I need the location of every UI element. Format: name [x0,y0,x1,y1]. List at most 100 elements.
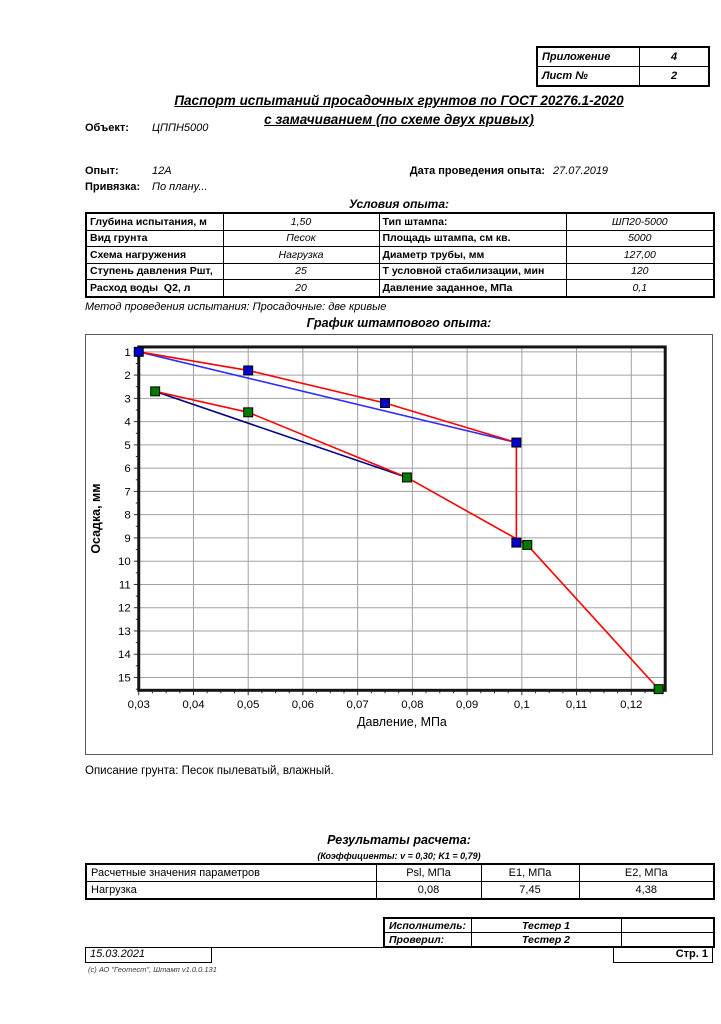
condition-label-cell: Глубина испытания, м [85,212,224,231]
svg-text:0,07: 0,07 [347,699,369,711]
object-value: ЦППН5000 [152,122,209,134]
svg-text:0,12: 0,12 [620,699,642,711]
appendix-table-body: Приложение 4 Лист № 2 [536,46,710,87]
chart-heading: График штампового опыта: [306,316,492,330]
experiment-value: 12А [152,165,172,177]
results-header-cell: E1, МПа [480,863,580,882]
conditions-row: Вид грунта Песок Площадь штампа, см кв. 500… [85,229,715,247]
results-value-cell: 4,38 [578,881,715,900]
binding-value: По плану... [152,181,208,193]
signature-empty-cell [620,932,715,948]
chart-markers [133,346,664,695]
condition-label-cell: Диаметр трубы, мм [378,246,567,264]
load-curve-wetted-marker [522,539,533,550]
svg-text:0,08: 0,08 [401,699,423,711]
appendix-label-cell: Приложение [536,46,640,67]
appendix-row: Лист № 2 [536,66,710,87]
conditions-table-body: Глубина испытания, м 1,50 Тип штампа: ШП20-… [85,212,715,297]
condition-label-cell: Расход воды Q2, л [85,279,224,297]
chart-series-lines [138,351,660,690]
condition-value-cell: Песок [222,229,380,247]
coefficients-line: (Коэффициенты: v = 0,30; K1 = 0,79) [317,851,481,861]
results-heading: Результаты расчета: [327,833,471,847]
results-header-row: Расчетные значения параметров Psl, МПа E1,… [85,863,715,882]
footer-divider [212,947,613,948]
date-value: 27.07.2019 [553,165,609,177]
chart-tick-labels: 0,03 0,04 0,05 0,06 0,07 0,08 0,09 0,1 0,11 0,12 1… [118,347,642,711]
svg-text:6: 6 [124,463,130,475]
date-label: Дата проведения опыта: [409,165,545,177]
load-curve-natural-marker [511,537,522,548]
footer-page-number: Стр. 1 [613,947,713,963]
signature-row: Исполнитель: Тестер 1 [383,917,715,933]
load-curve-natural-marker [511,437,522,448]
method-line: Метод проведения испытания: Просадочные:… [85,301,387,313]
footer-copyright: (с) АО "Геотест", Штамп v1.0.0.131 [88,965,217,974]
load-curve-wetted-marker [243,407,254,418]
appendix-value-cell: 4 [639,46,710,67]
load-curve-wetted-line [154,390,660,690]
condition-value-cell: Нагрузка [222,246,380,264]
results-value-cell: 0,08 [375,881,482,900]
appendix-value-cell: 2 [639,66,710,87]
svg-text:7: 7 [124,486,130,498]
condition-label-cell: Т условной стабилизации, мин [378,262,567,280]
svg-text:4: 4 [124,417,131,429]
conditions-table: Глубина испытания, м 1,50 Тип штампа: ШП20-… [85,212,715,298]
svg-text:3: 3 [124,393,130,405]
results-header-cell: Расчетные значения параметров [85,863,377,882]
svg-text:12: 12 [118,603,131,615]
condition-value-cell: 5000 [565,229,715,247]
svg-text:0,03: 0,03 [128,699,150,711]
binding-label: Привязка: [85,181,141,193]
svg-text:0,1: 0,1 [514,699,530,711]
load-curve-natural-line [138,351,518,543]
svg-text:2: 2 [124,370,130,382]
experiment-label: Опыт: [85,165,119,177]
results-table-head: Расчетные значения параметров Psl, МПа E1,… [85,863,715,882]
condition-value-cell: 120 [565,262,715,280]
condition-value-cell: 127,00 [565,246,715,264]
svg-text:0,06: 0,06 [292,699,314,711]
conditions-heading: Условия опыта: [348,197,450,211]
x-axis-label: Давление, МПа [357,715,447,729]
conditions-row: Схема нагружения Нагрузка Диаметр трубы, м… [85,246,715,264]
plot-frame [137,345,667,692]
results-value-cell: Нагрузка [85,881,377,900]
object-label: Объект: [85,122,129,134]
results-row: Нагрузка 0,08 7,45 4,38 [85,881,715,900]
soil-description: Описание грунта: Песок пылеватый, влажны… [85,765,334,777]
condition-label-cell: Тип штампа: [378,212,567,231]
signature-empty-cell [620,917,715,933]
appendix-row: Приложение 4 [536,46,710,67]
y-axis-label: Осадка, мм [89,484,103,554]
condition-value-cell: ШП20-5000 [565,212,715,231]
load-curve-wetted-marker [401,472,412,483]
chart-box: 0,03 0,04 0,05 0,06 0,07 0,08 0,09 0,1 0,11 0,12 1… [85,334,713,755]
signature-label-cell: Исполнитель: [383,917,472,933]
condition-label-cell: Схема нагружения [85,246,224,264]
conditions-row: Глубина испытания, м 1,50 Тип штампа: ШП20-… [85,212,715,231]
svg-text:0,11: 0,11 [566,699,587,711]
svg-text:15: 15 [118,672,131,684]
results-header-cell: Psl, МПа [375,863,482,882]
signature-value-cell: Тестер 2 [470,932,622,948]
signature-value-cell: Тестер 1 [470,917,622,933]
results-header-cell: E2, МПа [578,863,715,882]
page-title-line1: Паспорт испытаний просадочных грунтов по… [174,93,624,108]
svg-text:10: 10 [118,556,131,568]
footer-date: 15.03.2021 [85,947,212,963]
load-curve-natural-marker [380,398,390,408]
condition-label-cell: Ступень давления Ршт, [85,262,224,280]
signature-label-cell: Проверил: [383,932,472,948]
appendix-table: Приложение 4 Лист № 2 [536,46,710,87]
load-curve-natural-marker [133,346,144,357]
signature-row: Проверил: Тестер 2 [383,932,715,948]
experiment-chart: 0,03 0,04 0,05 0,06 0,07 0,08 0,09 0,1 0,11 0,12 1… [89,345,667,729]
svg-text:1: 1 [124,347,130,359]
svg-text:14: 14 [118,649,131,661]
condition-label-cell: Давление заданное, МПа [378,279,567,297]
svg-text:0,04: 0,04 [182,699,205,711]
results-value-cell: 7,45 [480,881,580,900]
conditions-row: Расход воды Q2, л 20 Давление заданное, МП… [85,279,715,297]
